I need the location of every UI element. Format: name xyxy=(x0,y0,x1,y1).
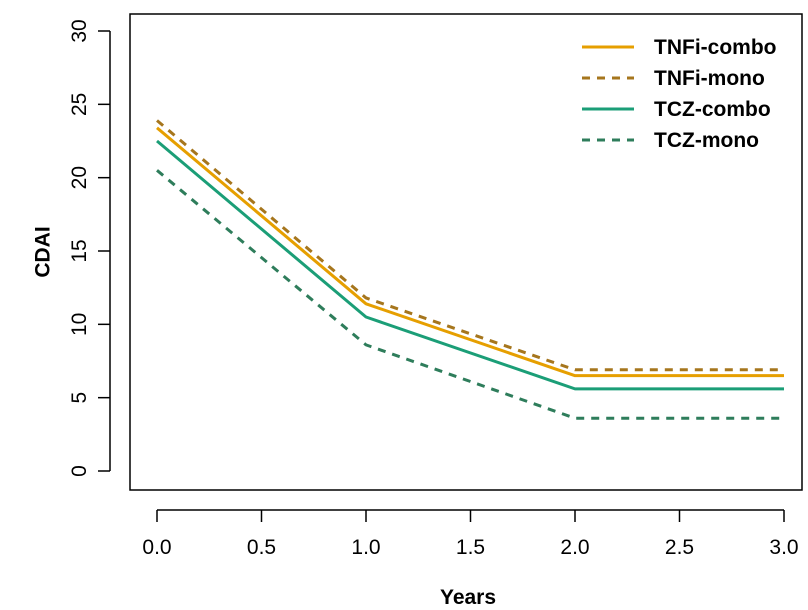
y-axis-title: CDAI xyxy=(32,226,55,277)
legend: TNFi-combo TNFi-mono TCZ-combo TCZ-mono xyxy=(582,36,776,152)
x-tick-label: 2.0 xyxy=(560,536,589,559)
x-tick-label: 3.0 xyxy=(769,536,798,559)
series-layer xyxy=(156,119,784,420)
x-tick-label: 0.0 xyxy=(142,536,171,559)
series-line-tcz-combo xyxy=(156,139,784,391)
x-tick-label: 1.0 xyxy=(351,536,380,559)
y-tick-label: 25 xyxy=(68,93,91,116)
x-tick-label: 0.5 xyxy=(247,536,276,559)
y-axis: 0 5 10 15 20 25 30 xyxy=(68,19,111,477)
legend-label: TCZ-combo xyxy=(654,98,771,121)
y-tick-label: 30 xyxy=(68,19,91,42)
series-line-tnfi-combo xyxy=(156,126,784,378)
y-tick-label: 15 xyxy=(68,239,91,262)
y-tick-label: 5 xyxy=(68,392,91,404)
legend-label: TNFi-mono xyxy=(654,67,765,90)
x-axis-title: Years xyxy=(440,586,496,609)
legend-label: TNFi-combo xyxy=(654,36,776,59)
y-tick-label: 20 xyxy=(68,166,91,189)
legend-label: TCZ-mono xyxy=(654,129,759,152)
x-tick-label: 1.5 xyxy=(456,536,485,559)
y-tick-label: 10 xyxy=(68,313,91,336)
y-tick-label: 0 xyxy=(68,465,91,477)
x-axis: 0.0 0.5 1.0 1.5 2.0 2.5 3.0 xyxy=(142,509,799,559)
series-line-tcz-mono xyxy=(156,169,784,420)
x-tick-label: 2.5 xyxy=(665,536,694,559)
series-line-tnfi-mono xyxy=(156,119,784,372)
plot-frame xyxy=(129,13,803,491)
